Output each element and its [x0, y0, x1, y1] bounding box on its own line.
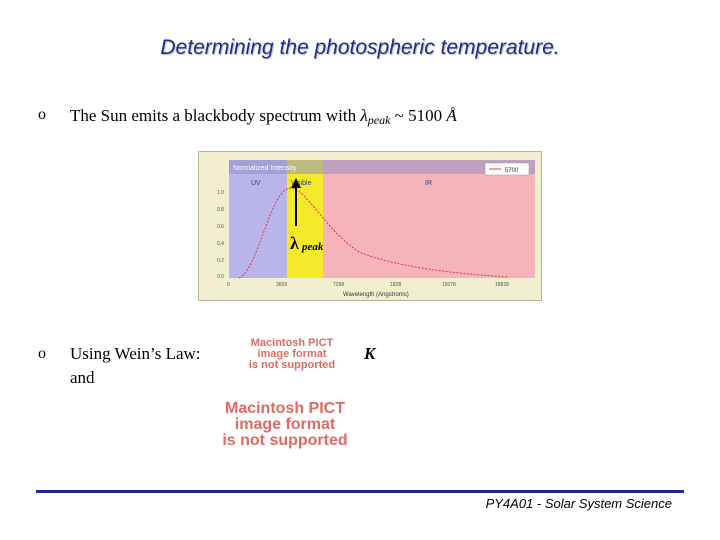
- chart-legend: [484, 162, 530, 176]
- kelvin-unit: K: [364, 344, 376, 363]
- slide-title: Determining the photospheric temperature…: [160, 36, 560, 59]
- text-line-1: The Sun emits a blackbody spectrum with …: [70, 106, 457, 128]
- y-tick: 0.2: [217, 258, 224, 264]
- pict-placeholder-small: Macintosh PICT image format is not suppo…: [233, 338, 351, 371]
- x-tick: 3658: [276, 282, 287, 288]
- pict-placeholder-large: Macintosh PICT image format is not suppo…: [205, 401, 365, 449]
- angstrom-unit: Å: [446, 106, 457, 125]
- bullet-marker: o: [38, 106, 46, 123]
- footer-divider: [36, 490, 684, 493]
- chart-xlabel: Wavelength (Angstroms): [343, 292, 409, 298]
- line1-prefix: The Sun emits a blackbody spectrum with: [70, 106, 361, 125]
- spectrum-graphic: Normalized Intensity 5700 UV Visible IR …: [199, 152, 541, 300]
- pict-text: image format: [257, 348, 327, 360]
- y-tick: 0.0: [217, 274, 224, 280]
- x-tick: 7298: [333, 282, 344, 288]
- annotation-peak: peak: [301, 241, 324, 253]
- uv-band: [229, 160, 287, 278]
- region-label-visible: Visible: [291, 180, 312, 187]
- x-tick: 15078: [442, 282, 456, 288]
- blackbody-curve: [238, 187, 510, 279]
- ir-band: [323, 160, 535, 278]
- annotation-lambda: λ: [290, 233, 299, 253]
- text-line-3: and: [70, 368, 95, 387]
- pict-text: is not supported: [248, 359, 336, 371]
- x-tick: 1828: [390, 282, 401, 288]
- lambda-symbol: λ: [360, 106, 368, 125]
- text-line-2: Using Wein’s Law:: [70, 344, 201, 363]
- blackbody-spectrum-image: Normalized Intensity 5700 UV Visible IR …: [198, 151, 542, 301]
- pict-text: is not supported: [222, 432, 348, 449]
- footer-text: PY4A01 - Solar System Science: [485, 496, 672, 511]
- y-tick: 0.6: [217, 224, 224, 230]
- region-label-ir: IR: [425, 180, 432, 187]
- pict-text: Macintosh PICT: [250, 337, 334, 349]
- bullet-marker: o: [38, 345, 46, 362]
- chart-ylabel: Normalized Intensity: [233, 165, 297, 172]
- region-label-uv: UV: [251, 180, 261, 187]
- pict-text: Macintosh PICT: [224, 400, 345, 417]
- x-tick: 0: [227, 282, 230, 288]
- y-tick: 1.0: [217, 190, 224, 196]
- y-tick: 0.4: [217, 241, 224, 247]
- line1-suffix: ~ 5100: [390, 106, 447, 125]
- visible-band: [287, 160, 323, 278]
- pict-text: image format: [234, 416, 336, 433]
- arrow-head-icon: [291, 178, 301, 188]
- legend-label: 5700: [505, 168, 519, 174]
- peak-subscript: peak: [367, 113, 391, 127]
- x-tick: 18828: [495, 282, 509, 288]
- y-tick: 0.8: [217, 207, 224, 213]
